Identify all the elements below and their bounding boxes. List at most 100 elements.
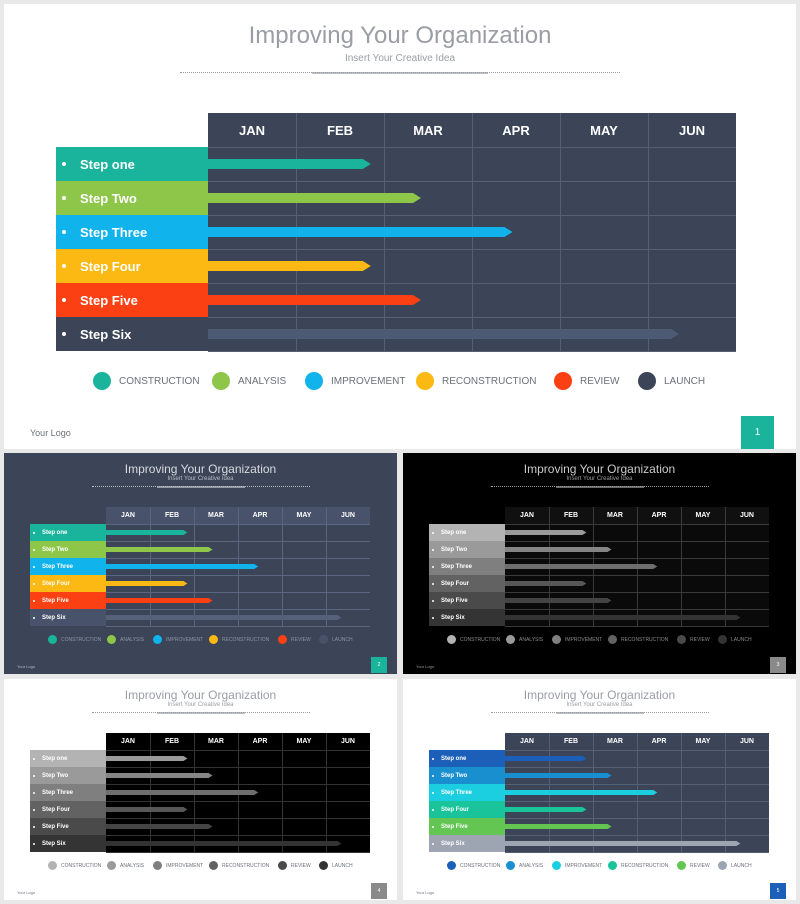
legend-dot-icon (93, 372, 111, 390)
step-label-text: Step Two (42, 772, 69, 779)
step-label-6: Step Six (429, 609, 505, 626)
legend-reconstruction: RECONSTRUCTION (608, 861, 668, 870)
month-header-jan: JAN (505, 733, 549, 750)
grid-column-line (725, 733, 726, 852)
page-subtitle: Insert Your Creative Idea (566, 476, 633, 482)
timeline-bar-5 (505, 824, 612, 829)
timeline-bar-6 (505, 841, 741, 846)
legend-label: REVIEW (580, 375, 620, 387)
legend-review: REVIEW (278, 635, 311, 644)
grid-row-line (106, 852, 370, 853)
title-divider-accent (157, 711, 245, 714)
logo-text: Your Logo (17, 890, 36, 895)
grid-row-line (106, 835, 370, 836)
legend-launch: LAUNCH (319, 635, 353, 644)
legend-analysis: ANALYSIS (212, 372, 286, 390)
legend-dot-icon (447, 861, 456, 870)
step-bullet (432, 774, 434, 777)
legend-dot-icon (677, 861, 686, 870)
legend-label: RECONSTRUCTION (621, 862, 669, 869)
step-bullet (62, 162, 66, 166)
title-divider-accent (556, 485, 644, 488)
step-label-text: Step Five (441, 597, 468, 604)
slide-thumbnail-mono-light[interactable]: Improving Your Organization Insert Your C… (4, 679, 397, 900)
legend-label: IMPROVEMENT (166, 862, 204, 869)
grid-column-line (681, 733, 682, 852)
grid-row-line (208, 317, 736, 318)
legend-construction: CONSTRUCTION (93, 372, 200, 390)
page-number-badge[interactable]: 1 (741, 416, 774, 449)
month-header-mar: MAR (194, 507, 238, 524)
slide-thumbnail-blue[interactable]: Improving Your Organization Insert Your C… (403, 679, 796, 900)
step-label-2: Step Two (30, 541, 106, 558)
timeline-bar-1 (208, 159, 371, 169)
timeline-bar-2 (106, 547, 213, 552)
step-label-3: Step Three (56, 215, 208, 249)
page-number-badge[interactable]: 4 (371, 883, 387, 899)
page-number-badge[interactable]: 5 (770, 883, 786, 899)
month-header-may: MAY (560, 113, 648, 147)
step-label-text: Step one (441, 529, 467, 536)
legend-construction: CONSTRUCTION (48, 635, 101, 644)
main-slide[interactable]: Improving Your Organization Insert Your C… (4, 4, 796, 449)
month-header-feb: FEB (296, 113, 384, 147)
legend-reconstruction: RECONSTRUCTION (209, 635, 269, 644)
step-label-4: Step Four (429, 575, 505, 592)
logo-text: Your Logo (17, 664, 36, 669)
grid-row-line (208, 147, 736, 148)
legend-label: LAUNCH (332, 862, 353, 869)
timeline-bar-5 (106, 824, 213, 829)
timeline-bar-1 (106, 756, 188, 761)
legend-label: ANALYSIS (519, 636, 544, 643)
grid-row-line (505, 592, 769, 593)
legend-label: LAUNCH (731, 636, 752, 643)
month-header-may: MAY (681, 507, 725, 524)
timeline-bar-4 (505, 581, 587, 586)
page-subtitle: Insert Your Creative Idea (167, 702, 234, 708)
page-number-badge[interactable]: 2 (371, 657, 387, 673)
step-label-text: Step Two (42, 546, 69, 553)
grid-row-line (106, 592, 370, 593)
grid-row-line (505, 541, 769, 542)
legend-label: IMPROVEMENT (166, 636, 204, 643)
slide-thumbnail-black[interactable]: Improving Your Organization Insert Your C… (403, 453, 796, 674)
timeline-bar-2 (106, 773, 213, 778)
grid-row-line (106, 541, 370, 542)
page-subtitle: Insert Your Creative Idea (566, 702, 633, 708)
legend-construction: CONSTRUCTION (447, 861, 500, 870)
legend-label: REVIEW (690, 636, 710, 643)
legend-label: ANALYSIS (120, 862, 145, 869)
step-label-text: Step Four (441, 806, 469, 813)
timeline-bar-2 (208, 193, 421, 203)
step-label-2: Step Two (56, 181, 208, 215)
step-label-6: Step Six (56, 317, 208, 351)
step-label-4: Step Four (429, 801, 505, 818)
legend-reconstruction: RECONSTRUCTION (608, 635, 668, 644)
page-number-badge[interactable]: 3 (770, 657, 786, 673)
legend-launch: LAUNCH (638, 372, 705, 390)
legend-analysis: ANALYSIS (107, 635, 144, 644)
step-label-3: Step Three (429, 558, 505, 575)
step-bullet (33, 599, 35, 602)
timeline-bar-3 (106, 564, 259, 569)
grid-row-line (106, 626, 370, 627)
legend-construction: CONSTRUCTION (48, 861, 101, 870)
timeline-bar-4 (106, 807, 188, 812)
legend-improvement: IMPROVEMENT (153, 635, 203, 644)
month-header-may: MAY (282, 733, 326, 750)
grid-row-line (505, 852, 769, 853)
step-label-text: Step Five (42, 823, 69, 830)
month-header-jan: JAN (106, 733, 150, 750)
step-label-text: Step Three (441, 789, 473, 796)
page-subtitle: Insert Your Creative Idea (167, 476, 234, 482)
slide-thumbnail-dark-slate[interactable]: Improving Your Organization Insert Your C… (4, 453, 397, 674)
month-header-jan: JAN (505, 507, 549, 524)
grid-row-line (208, 351, 736, 352)
step-label-text: Step Two (441, 546, 468, 553)
legend-improvement: IMPROVEMENT (153, 861, 203, 870)
step-bullet (432, 808, 434, 811)
timeline-bar-3 (505, 564, 658, 569)
step-label-text: Step one (42, 529, 68, 536)
month-header-jun: JUN (326, 507, 370, 524)
month-header-jan: JAN (208, 113, 296, 147)
